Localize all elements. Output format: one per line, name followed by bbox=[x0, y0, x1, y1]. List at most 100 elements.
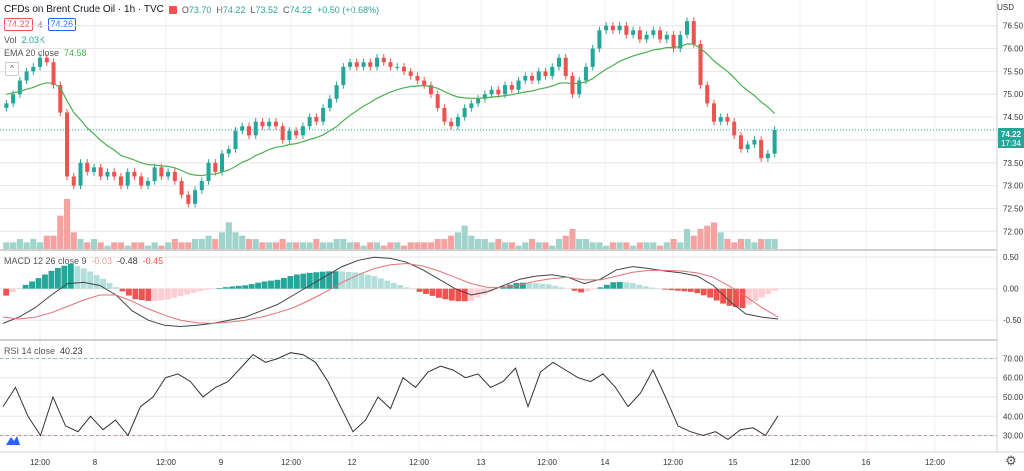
candle-body bbox=[462, 107, 467, 118]
bar-countdown: 17:34 bbox=[1001, 139, 1022, 148]
candle-body bbox=[691, 21, 696, 44]
macd-histogram-bar bbox=[371, 276, 378, 289]
macd-histogram-bar bbox=[726, 288, 733, 306]
volume-bar bbox=[97, 242, 104, 249]
macd-histogram-bar bbox=[274, 279, 281, 289]
price-tick-label: 75.00 bbox=[1003, 90, 1024, 99]
macd-histogram-bar bbox=[339, 271, 345, 289]
macd-histogram-bar bbox=[229, 286, 236, 289]
macd-histogram-bar bbox=[9, 288, 16, 292]
macd-histogram-bar bbox=[771, 288, 778, 291]
candle-body bbox=[334, 85, 339, 99]
macd-histogram-bar bbox=[67, 263, 74, 289]
price-tick-label: 76.00 bbox=[1003, 45, 1024, 54]
candle-body bbox=[260, 121, 265, 127]
volume-value: 2.03K bbox=[21, 35, 46, 45]
volume-bar bbox=[212, 239, 219, 249]
macd-tick-label: 0.50 bbox=[1003, 253, 1019, 262]
ema-legend: EMA 20 close 74.58 bbox=[4, 48, 87, 58]
volume-bar bbox=[596, 242, 603, 249]
candle-body bbox=[604, 25, 609, 31]
time-tick-label: 16 bbox=[862, 458, 871, 467]
macd-histogram-bar bbox=[29, 281, 35, 289]
candle-body bbox=[220, 153, 225, 172]
candle-body bbox=[139, 176, 144, 186]
volume-bar bbox=[299, 242, 306, 249]
candle-body bbox=[112, 171, 117, 177]
candle-body bbox=[159, 167, 164, 177]
macd-histogram-bar bbox=[306, 272, 313, 289]
macd-histogram-bar bbox=[481, 288, 488, 295]
candle-body bbox=[725, 117, 730, 122]
volume-bar bbox=[10, 242, 17, 249]
macd-histogram-bar bbox=[87, 271, 94, 289]
collapse-legend-icon[interactable]: ^ bbox=[5, 62, 19, 76]
volume-bar bbox=[225, 222, 232, 249]
volume-bar bbox=[353, 242, 360, 249]
ask-price-box[interactable]: 74.26 bbox=[47, 18, 77, 31]
macd-histogram-bar bbox=[733, 288, 739, 307]
macd-label: MACD 12 26 close 9 bbox=[4, 256, 87, 266]
rsi-axis[interactable]: 70.00 60.00 50.00 40.00 30.00 bbox=[1003, 354, 1024, 440]
candle-body bbox=[375, 57, 380, 67]
candle-body bbox=[765, 153, 770, 159]
ohlc-high: H74.22 bbox=[216, 4, 246, 15]
macd-histogram-bar bbox=[313, 272, 320, 289]
macd-histogram-bar bbox=[268, 280, 274, 289]
macd-axis[interactable]: 0.50 0.00 -0.50 bbox=[1003, 253, 1022, 325]
macd-histogram-bar bbox=[364, 274, 371, 289]
macd-histogram-bar bbox=[16, 288, 23, 289]
rsi-grid bbox=[0, 357, 997, 437]
time-tick-label: 12:00 bbox=[925, 458, 946, 467]
candle-body bbox=[759, 139, 764, 159]
macd-histogram-bar bbox=[184, 288, 190, 295]
volume-bar bbox=[77, 239, 84, 249]
macd-histogram-bar bbox=[74, 266, 81, 289]
volume-bar bbox=[562, 235, 569, 249]
volume-bar bbox=[346, 242, 354, 249]
candle-body bbox=[570, 75, 575, 95]
volume-bar bbox=[414, 242, 421, 249]
macd-histogram-bar bbox=[119, 288, 126, 292]
chart-legend-header: CFDs on Brent Crude Oil · 1h · TVC O73.7… bbox=[4, 4, 379, 15]
time-tick-label: 12 bbox=[348, 458, 357, 467]
gear-icon[interactable]: ⚙ bbox=[1005, 453, 1017, 468]
candle-body bbox=[496, 89, 501, 95]
volume-bar bbox=[710, 222, 718, 249]
volume-bar bbox=[63, 199, 71, 249]
time-axis[interactable]: 12:00 8 12:00 9 12:00 12 12:00 13 12:00 14 12:00 15… bbox=[30, 458, 946, 467]
price-pane: 72.0072.5073.0073.5074.0074.5075.0075.50… bbox=[0, 0, 1024, 452]
macd-histogram-bar bbox=[410, 288, 417, 290]
volume-bar bbox=[333, 239, 340, 249]
candle-body bbox=[698, 43, 703, 86]
signal-line bbox=[2, 262, 779, 324]
macd-histogram-bar bbox=[558, 287, 565, 289]
macd-histogram-bar bbox=[494, 288, 500, 290]
candle-body bbox=[105, 171, 110, 177]
macd-histogram-bar bbox=[571, 288, 578, 291]
candle-body bbox=[516, 80, 521, 90]
macd-histogram-bar bbox=[448, 288, 455, 301]
candle-body bbox=[226, 149, 231, 154]
rsi-tick-label: 50.00 bbox=[1003, 393, 1024, 402]
tradingview-logo-icon[interactable] bbox=[5, 433, 21, 445]
macd-histogram-bar bbox=[48, 270, 55, 289]
candle-body bbox=[637, 30, 642, 40]
volume-bar bbox=[198, 239, 205, 249]
candle-body bbox=[772, 129, 777, 154]
macd-histogram-bar bbox=[591, 288, 597, 290]
candle-body bbox=[273, 121, 278, 127]
macd-histogram-bar bbox=[345, 271, 352, 289]
ohlc-low: L73.52 bbox=[250, 4, 278, 15]
candle-body bbox=[469, 103, 474, 108]
volume-bar bbox=[495, 239, 502, 249]
macd-histogram-bar bbox=[300, 273, 307, 289]
symbol-title[interactable]: CFDs on Brent Crude Oil · 1h · TVC bbox=[4, 4, 164, 15]
macd-histogram-bar bbox=[126, 288, 132, 296]
currency-label[interactable]: USD bbox=[997, 3, 1014, 12]
rsi-value: 40.23 bbox=[60, 346, 83, 356]
candle-body bbox=[705, 85, 710, 104]
candle-body bbox=[415, 75, 420, 81]
bid-price-box[interactable]: 74.22 bbox=[4, 18, 33, 31]
